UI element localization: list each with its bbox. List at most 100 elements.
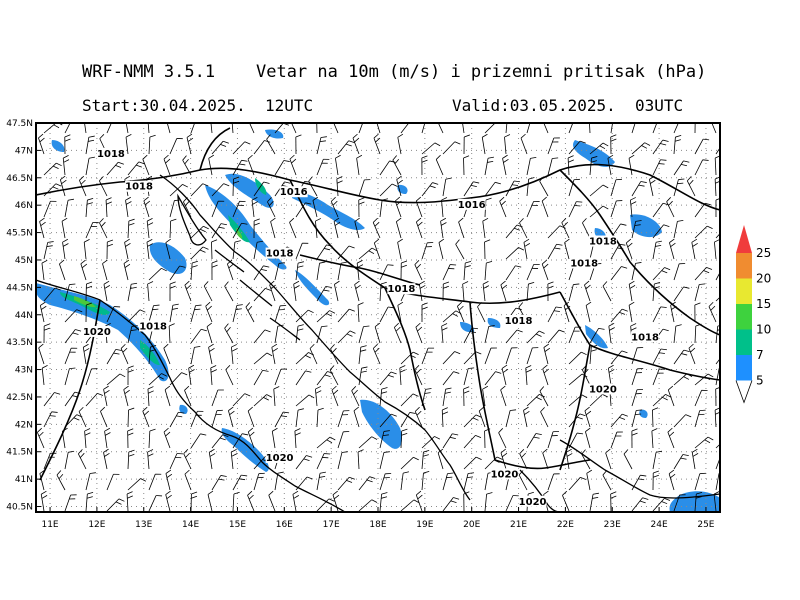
wind-barb — [127, 478, 147, 491]
isobar-label-bg — [139, 320, 168, 332]
wind-barb — [316, 436, 336, 449]
wind-barb — [247, 490, 255, 512]
lon-tick-label: 22E — [557, 520, 574, 530]
wind-barb — [379, 264, 394, 281]
wind-barb — [605, 448, 612, 470]
wind-barb — [421, 242, 434, 260]
lat-tick-label: 41.5N — [6, 448, 33, 458]
wind-barb — [295, 455, 313, 470]
wind-barb — [463, 456, 482, 470]
wind-barb — [267, 197, 276, 218]
isobar-label-bg — [96, 147, 125, 159]
wind-barb — [127, 309, 146, 323]
wind-barb — [165, 238, 171, 260]
wind-barb — [289, 217, 297, 239]
wind-barb — [673, 286, 690, 302]
wind-barb — [542, 364, 549, 386]
wind-barb — [253, 369, 269, 386]
lon-tick-label: 24E — [651, 520, 668, 530]
wind-barb — [358, 197, 365, 218]
wind-barb — [610, 308, 628, 323]
wind-barb — [631, 123, 636, 134]
isobar-label: 1020 — [83, 327, 111, 338]
isobar-label-bg — [631, 331, 660, 343]
isobar-label-bg — [570, 257, 599, 269]
isobar-label: 1018 — [139, 321, 167, 332]
lon-tick-label: 17E — [323, 520, 340, 530]
wind-barb — [500, 385, 507, 407]
wind-barb — [334, 280, 340, 302]
lon-tick-label: 19E — [416, 520, 433, 530]
isobar-label-bg — [490, 468, 519, 480]
wind-barb — [694, 159, 709, 176]
wind-barb — [99, 218, 108, 239]
wind-barb — [333, 217, 341, 239]
wind-barb — [208, 343, 215, 365]
wind-barb — [316, 286, 332, 302]
wind-barb — [564, 238, 570, 260]
wind-barb — [43, 241, 54, 260]
wind-barb — [652, 139, 669, 155]
map-frame — [35, 122, 721, 513]
wind-barb — [190, 304, 202, 323]
country-borders — [36, 127, 720, 481]
wind-barb — [589, 205, 609, 218]
wind-barb — [274, 305, 287, 323]
wind-barb — [337, 451, 348, 470]
wind-barb — [211, 183, 230, 197]
wind-barb — [442, 264, 457, 281]
wind-barb — [316, 407, 324, 428]
colorbar-segment — [736, 355, 752, 381]
wind-barb — [652, 450, 663, 470]
isobar-label-bg — [265, 451, 294, 463]
wind-barb — [610, 350, 628, 365]
wind-barb — [694, 436, 714, 449]
wind-barb — [316, 123, 318, 134]
lat-tick-label: 46N — [15, 201, 33, 211]
wind-barb — [442, 351, 461, 365]
wind-barb — [505, 347, 518, 365]
wind-shade-area — [228, 215, 250, 243]
wind-barb — [357, 302, 364, 323]
wind-barb — [396, 175, 403, 197]
wind-barb — [190, 123, 196, 134]
wind-barb — [190, 246, 209, 260]
wind-barb — [183, 449, 192, 470]
wind-barb — [379, 430, 390, 449]
isobar-label: 1018 — [589, 237, 617, 248]
wind-barb — [253, 394, 273, 407]
wind-barb — [631, 368, 644, 386]
wind-barb — [415, 322, 423, 344]
wind-barb — [337, 140, 355, 155]
wind-barb — [482, 385, 489, 407]
wind-barb — [232, 393, 251, 407]
wind-barb — [206, 322, 213, 344]
wind-barb — [169, 184, 188, 197]
wind-barb — [64, 283, 76, 302]
wind-barb — [353, 406, 360, 428]
wind-barb — [247, 406, 255, 428]
wind-barb — [628, 280, 636, 302]
wind-barb — [419, 280, 426, 302]
wind-barb — [337, 308, 355, 323]
wind-barb — [225, 365, 234, 386]
wind-barb — [188, 364, 195, 386]
wind-barb — [519, 218, 528, 239]
wind-barb — [379, 413, 397, 428]
colorbar-bottom-arrow — [735, 380, 753, 404]
wind-barb — [582, 218, 591, 239]
wind-barb — [147, 281, 154, 302]
wind-barb — [40, 490, 48, 512]
wind-barb — [232, 304, 243, 323]
wind-barb — [421, 436, 441, 449]
wind-barb — [351, 386, 360, 407]
wind-barb — [520, 133, 528, 155]
wind-barb — [628, 301, 635, 323]
isobar-label: 1018 — [570, 258, 598, 269]
wind-barb — [148, 473, 162, 491]
lat-tick-label: 44N — [15, 311, 33, 321]
wind-barb — [247, 427, 255, 449]
wind-barb — [463, 155, 470, 176]
wind-barb — [253, 181, 270, 197]
wind-barb — [211, 475, 227, 491]
